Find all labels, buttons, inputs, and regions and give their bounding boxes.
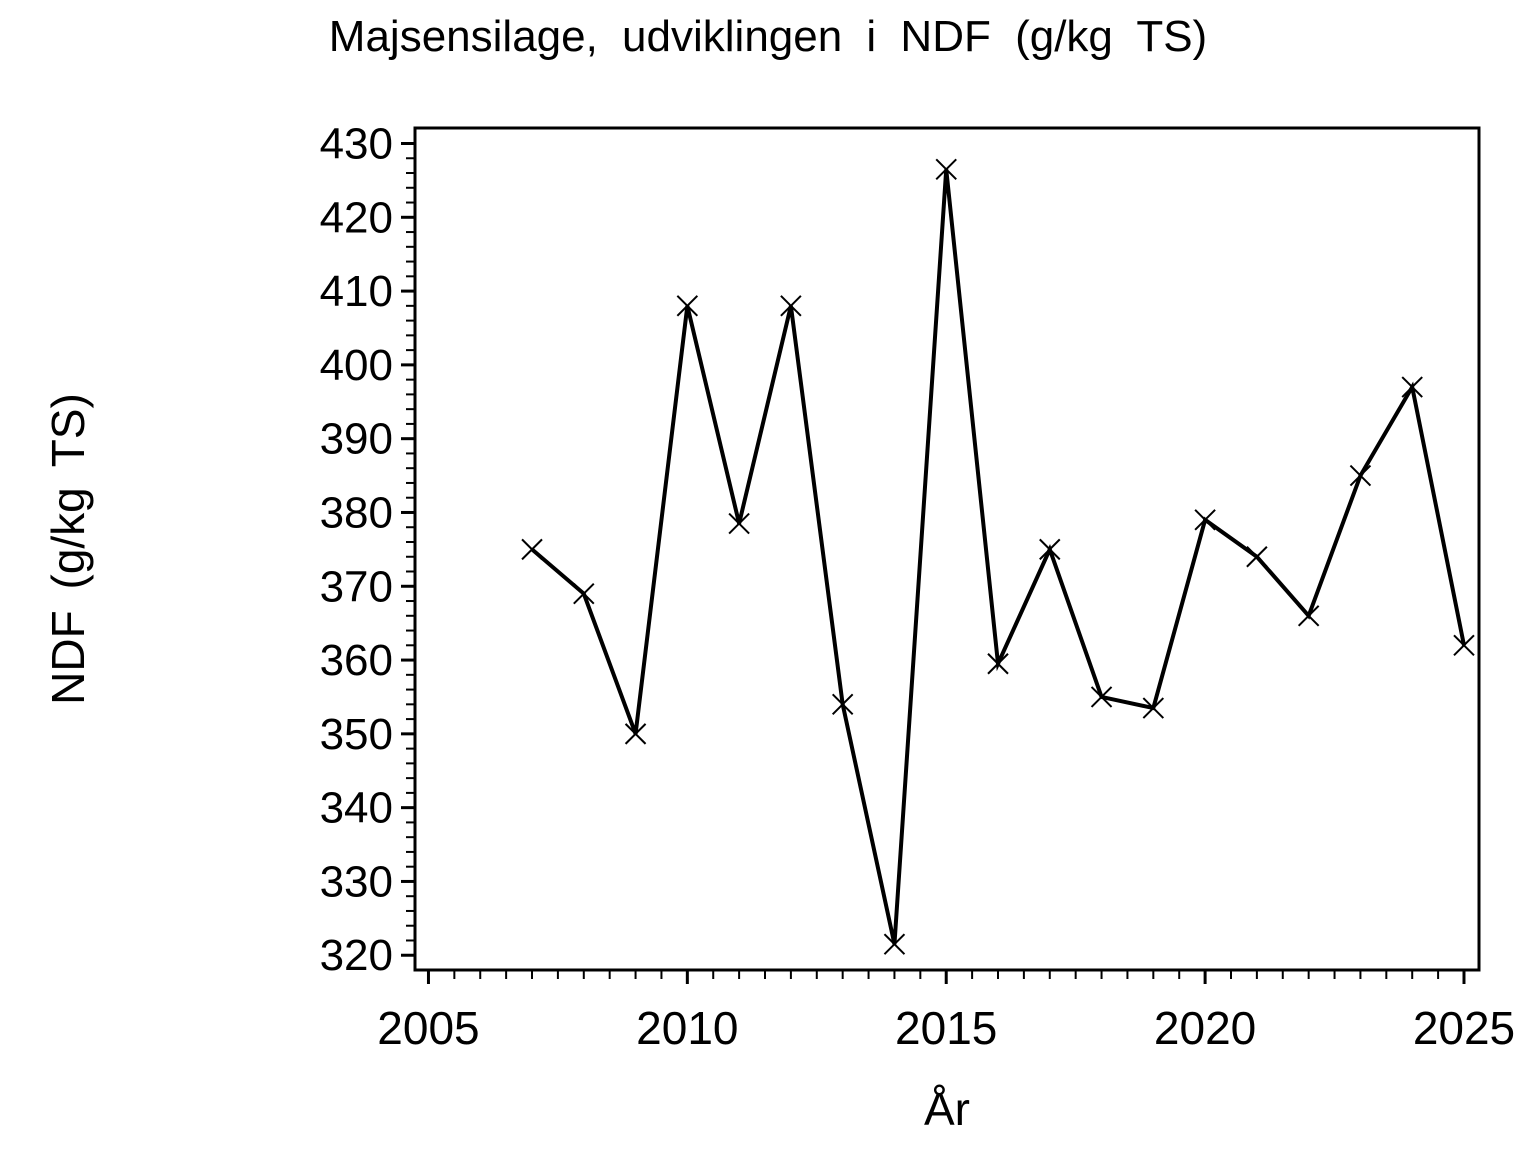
x-tick-label: 2015 (895, 1002, 997, 1054)
data-point-marker (1142, 697, 1165, 719)
y-tick-label: 340 (320, 784, 393, 833)
data-point-marker (1039, 538, 1061, 561)
series-line (530, 169, 1466, 945)
data-point-marker (1453, 634, 1475, 657)
y-tick-label: 410 (320, 267, 393, 316)
chart-title: Majsensilage, udviklingen i NDF (g/kg TS… (328, 12, 1208, 61)
data-point-marker (1297, 605, 1320, 627)
y-axis-label: NDF (g/kg TS) (42, 393, 94, 705)
data-point-marker (1246, 546, 1268, 568)
x-axis-label: År (924, 1083, 970, 1135)
series-markers (521, 158, 1475, 955)
data-point-marker (573, 582, 595, 605)
x-tick-label: 2010 (636, 1002, 738, 1054)
x-tick-label: 2025 (1413, 1002, 1515, 1054)
y-tick-label: 320 (320, 931, 393, 980)
y-tick-label: 360 (320, 636, 393, 685)
data-point-marker (624, 723, 647, 745)
y-tick-label: 430 (320, 119, 393, 168)
data-point-marker (1090, 686, 1113, 708)
data-point-marker (728, 512, 750, 535)
data-point-marker (1349, 464, 1372, 487)
data-point-marker (935, 158, 957, 181)
y-tick-label: 420 (320, 193, 393, 242)
y-tick-label: 400 (320, 341, 393, 390)
data-point-marker (1194, 509, 1216, 531)
x-tick-label: 2005 (377, 1002, 479, 1054)
data-point-marker (987, 653, 1009, 675)
y-tick-label: 390 (320, 415, 393, 464)
data-point-marker (780, 295, 802, 317)
plot-frame (413, 126, 1481, 972)
y-tick-label: 330 (320, 857, 393, 906)
data-point-marker (883, 933, 906, 955)
data-point-marker (1401, 376, 1423, 398)
data-point-marker (676, 295, 699, 317)
y-tick-label: 370 (320, 562, 393, 611)
x-axis-ticks: 2005 2010 2015 2020 2025 (377, 970, 1515, 1054)
data-point-marker (521, 538, 543, 561)
y-tick-label: 380 (320, 488, 393, 537)
y-tick-label: 350 (320, 710, 393, 759)
x-tick-label: 2020 (1154, 1002, 1256, 1054)
data-point-marker (831, 693, 854, 716)
y-axis-ticks: 320 330 340 350 360 370 380 390 400 410 420 430 (320, 119, 415, 980)
